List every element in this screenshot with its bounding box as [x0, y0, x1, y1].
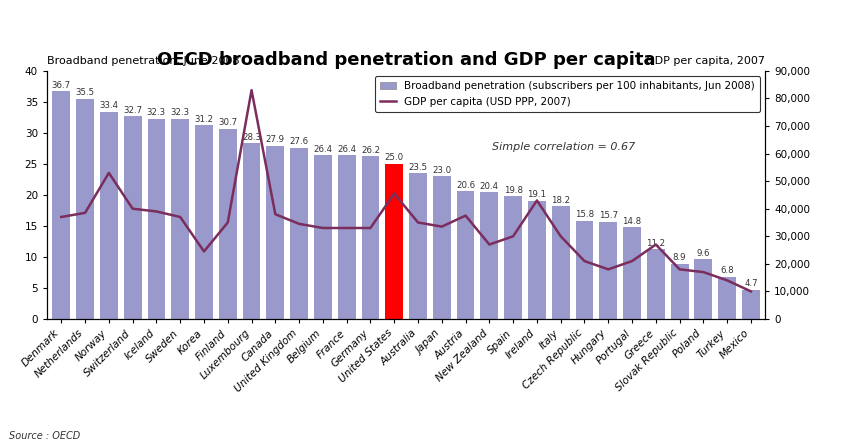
Text: 15.8: 15.8	[575, 210, 594, 219]
Bar	[267, 146, 284, 319]
Bar	[362, 156, 380, 319]
Text: 36.7: 36.7	[52, 81, 71, 90]
Bar	[124, 116, 142, 319]
Text: 35.5: 35.5	[75, 88, 95, 97]
Text: 30.7: 30.7	[218, 118, 238, 127]
Text: 11.2: 11.2	[646, 239, 665, 248]
Bar	[338, 155, 356, 319]
Bar	[100, 112, 118, 319]
Bar	[314, 155, 332, 319]
Title: OECD broadband penetration and GDP per capita: OECD broadband penetration and GDP per c…	[156, 51, 656, 69]
Bar	[647, 249, 664, 319]
Bar	[195, 125, 213, 319]
Bar	[52, 91, 70, 319]
Bar	[243, 144, 261, 319]
Text: Simple correlation = 0.67: Simple correlation = 0.67	[492, 142, 635, 152]
Bar	[670, 264, 688, 319]
Text: 23.5: 23.5	[409, 163, 428, 172]
Text: 28.3: 28.3	[242, 133, 261, 142]
Text: 14.8: 14.8	[622, 217, 641, 225]
Text: 31.2: 31.2	[194, 115, 214, 124]
Bar	[433, 176, 451, 319]
Text: 27.6: 27.6	[290, 137, 309, 146]
Text: Source : OECD: Source : OECD	[9, 431, 80, 441]
Bar	[386, 164, 404, 319]
Text: 6.8: 6.8	[721, 266, 734, 275]
Bar	[742, 290, 760, 319]
Text: 25.0: 25.0	[385, 153, 404, 162]
Text: Broadband penetration, June 2008: Broadband penetration, June 2008	[47, 56, 239, 66]
Bar	[623, 227, 641, 319]
Bar	[551, 206, 569, 319]
Bar	[528, 201, 545, 319]
Text: 20.4: 20.4	[480, 182, 499, 191]
Bar	[148, 119, 165, 319]
Text: 18.2: 18.2	[551, 195, 570, 205]
Text: 23.0: 23.0	[433, 166, 451, 175]
Bar	[76, 99, 94, 319]
Text: 26.4: 26.4	[313, 145, 333, 154]
Bar	[171, 119, 189, 319]
Text: GDP per capita, 2007: GDP per capita, 2007	[646, 56, 765, 66]
Bar	[481, 192, 498, 319]
Text: 32.3: 32.3	[171, 108, 190, 117]
Text: 27.9: 27.9	[266, 136, 285, 144]
Text: 32.3: 32.3	[147, 108, 166, 117]
Text: 8.9: 8.9	[673, 253, 687, 262]
Text: 9.6: 9.6	[697, 249, 711, 258]
Text: 26.2: 26.2	[361, 146, 380, 155]
Bar	[457, 191, 475, 319]
Text: 26.4: 26.4	[337, 145, 357, 154]
Bar	[718, 277, 736, 319]
Bar	[599, 222, 617, 319]
Text: 19.8: 19.8	[504, 186, 522, 194]
Bar	[575, 221, 593, 319]
Bar	[504, 196, 522, 319]
Text: 32.7: 32.7	[123, 105, 142, 115]
Bar	[290, 148, 308, 319]
Bar	[409, 173, 427, 319]
Text: 20.6: 20.6	[456, 181, 475, 190]
Text: 33.4: 33.4	[99, 101, 119, 110]
Bar	[219, 128, 237, 319]
Text: 4.7: 4.7	[744, 279, 758, 288]
Bar	[694, 260, 712, 319]
Text: 15.7: 15.7	[598, 211, 618, 220]
Legend: Broadband penetration (subscribers per 100 inhabitants, Jun 2008), GDP per capit: Broadband penetration (subscribers per 1…	[374, 76, 760, 112]
Text: 19.1: 19.1	[528, 190, 546, 199]
